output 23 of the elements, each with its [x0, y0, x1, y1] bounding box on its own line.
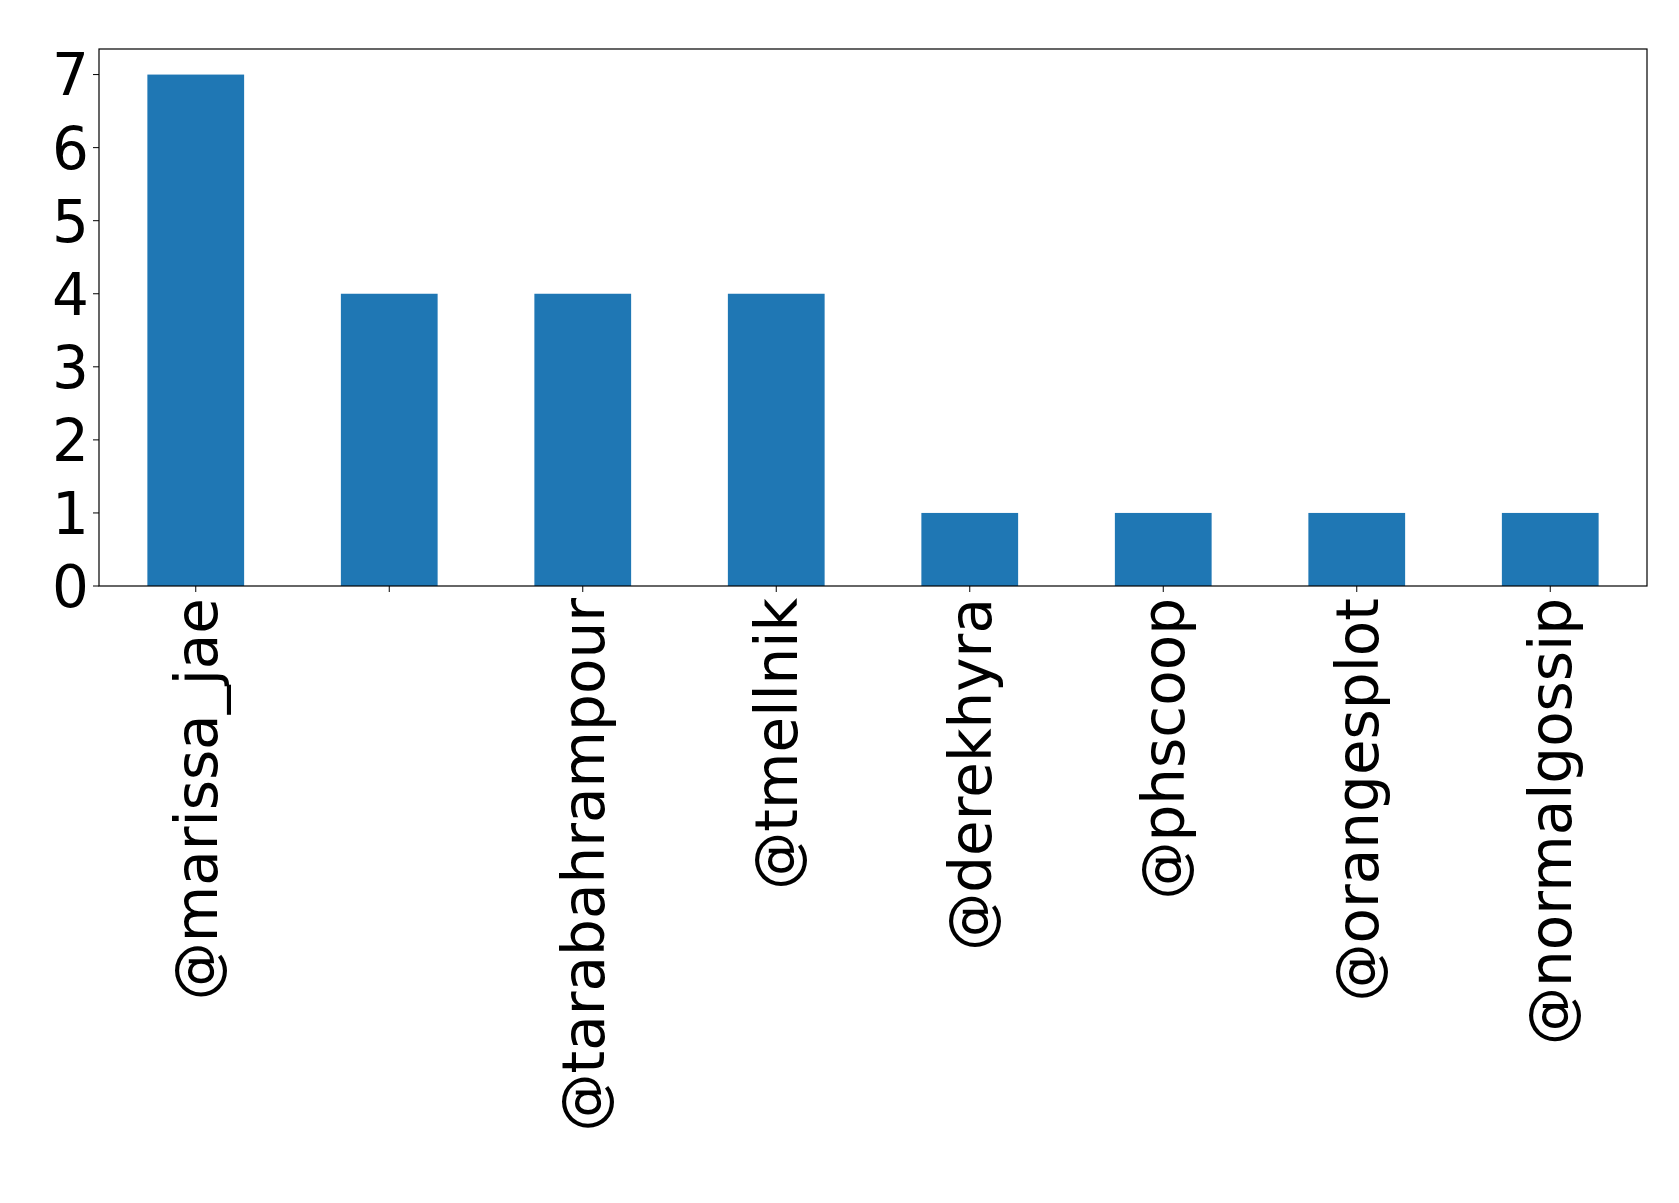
bar	[1501, 512, 1599, 586]
y-tick-label: 2	[52, 406, 89, 475]
y-tick-label: 1	[52, 479, 89, 548]
x-tick-label: @orangesplot	[1323, 598, 1392, 1002]
bar	[1308, 512, 1406, 586]
y-tick-label: 7	[52, 41, 89, 110]
x-tick-label: @marissa_jae	[162, 598, 231, 1001]
x-tick-label: @normalgossip	[1517, 598, 1586, 1045]
bar	[1114, 512, 1212, 586]
bar	[727, 293, 825, 586]
y-tick-label: 0	[52, 552, 89, 621]
y-tick-label: 5	[52, 187, 89, 256]
x-tick-label: @derekhyra	[936, 598, 1005, 951]
x-tick-label: @tarabahrampour	[549, 597, 618, 1132]
x-tick-label: @phscoop	[1130, 598, 1199, 900]
bar	[340, 293, 438, 586]
y-tick-label: 6	[52, 114, 89, 183]
y-tick-label: 3	[52, 333, 89, 402]
x-tick-label: @tmellnik	[743, 597, 812, 890]
bar	[921, 512, 1019, 586]
bar	[534, 293, 632, 586]
y-tick-label: 4	[52, 260, 89, 329]
bar	[147, 74, 245, 586]
